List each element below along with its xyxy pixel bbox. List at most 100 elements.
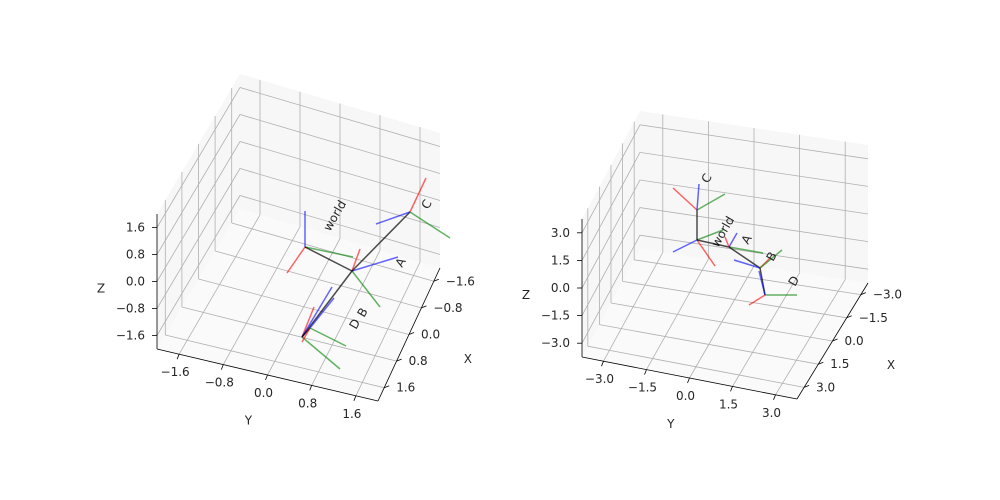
grid-line xyxy=(581,207,869,316)
chart-1: −1.6 −0.8 0.0 0.8 1.6 −1.6 −0.8 0.0 0.8 1.6 −1.6 −0… xyxy=(97,74,475,427)
grid-line xyxy=(610,302,833,342)
grid-line xyxy=(581,234,869,344)
frame-A: A xyxy=(304,246,409,308)
z-axis-label: Z xyxy=(522,288,530,302)
y-tick-label: 0.0 xyxy=(676,389,695,403)
frame-link-line xyxy=(696,239,730,248)
z-tick-label: −3.0 xyxy=(541,336,570,350)
z-tick-label: 0.0 xyxy=(126,275,145,289)
frame-y-axis xyxy=(728,246,764,254)
frame-link-line xyxy=(351,211,411,272)
frame-y-axis xyxy=(309,327,347,347)
y-tick-label: −1.6 xyxy=(161,365,190,379)
y-axis-label: Y xyxy=(244,413,253,427)
x-tick-label: −0.8 xyxy=(433,301,462,315)
y-tick xyxy=(220,364,224,370)
frame-x-axis xyxy=(672,187,698,211)
frame-z-axis xyxy=(375,211,411,225)
x-tick xyxy=(818,361,824,365)
grid-line xyxy=(198,278,410,335)
frame-link-line xyxy=(304,246,353,272)
grid-line xyxy=(181,306,397,362)
y-tick-label: 0.8 xyxy=(298,396,317,410)
frame-x-axis xyxy=(409,177,427,213)
grid-line xyxy=(156,195,441,336)
y-tick xyxy=(601,361,604,367)
x-tick xyxy=(433,278,439,282)
grid-line xyxy=(156,141,441,282)
frame-C: C xyxy=(351,177,451,272)
y-tick-label: 1.6 xyxy=(342,407,361,421)
frame-y-axis xyxy=(304,246,354,258)
z-tick-label: 1.5 xyxy=(551,253,570,267)
x-tick-label: 0.0 xyxy=(421,328,440,342)
frame-z-axis xyxy=(672,239,698,253)
z-axis-label: Z xyxy=(97,281,105,295)
frame-z-axis xyxy=(351,256,399,272)
frame-y-axis xyxy=(351,270,381,308)
frame-z-axis xyxy=(728,232,738,248)
y-tick-label: 1.5 xyxy=(719,397,738,411)
frame-link-line xyxy=(301,270,353,338)
frame-y-axis xyxy=(696,229,724,241)
frame-x-axis xyxy=(724,236,730,248)
y-tick xyxy=(773,394,776,400)
grid-line xyxy=(581,179,869,289)
frame-x-axis xyxy=(301,327,311,343)
x-tick-label: 3.0 xyxy=(816,380,835,394)
frame-B: B xyxy=(728,246,783,269)
grid-line xyxy=(165,334,385,389)
y-tick-label: −3.0 xyxy=(585,372,614,386)
frame-x-axis xyxy=(301,306,315,338)
frame-z-axis xyxy=(309,297,335,329)
z-tick-label: 0.0 xyxy=(551,281,570,295)
z-tick-label: −1.6 xyxy=(116,329,145,343)
x-tick-label: −1.5 xyxy=(859,311,888,325)
frame-x-axis xyxy=(748,294,766,306)
y-tick xyxy=(309,385,313,391)
grid-line xyxy=(156,87,441,228)
frame-z-axis xyxy=(758,270,766,296)
grid-line xyxy=(634,259,861,295)
x-axis-label: X xyxy=(887,358,895,372)
x-tick-label: 1.5 xyxy=(830,357,849,371)
x-tick-label: 0.8 xyxy=(409,354,428,368)
x-tick xyxy=(384,385,390,389)
z-tick-label: −1.5 xyxy=(541,309,570,323)
x-tick xyxy=(803,385,810,388)
y-tick-label: −1.5 xyxy=(628,381,657,395)
x-tick-label: 0.0 xyxy=(845,334,864,348)
y-tick xyxy=(353,395,357,401)
frame-x-axis xyxy=(696,239,716,267)
x-tick-label: −3.0 xyxy=(873,288,902,302)
frame-y-axis xyxy=(696,193,726,211)
x-tick xyxy=(846,315,852,319)
y-tick-label: 0.0 xyxy=(254,386,273,400)
y-tick xyxy=(176,354,180,360)
frame-y-axis xyxy=(301,336,341,370)
frame-y-axis xyxy=(759,249,783,269)
y-axis-label: Y xyxy=(666,417,675,431)
frame-y-axis xyxy=(409,211,451,239)
y-tick xyxy=(644,369,647,375)
frame-link-line xyxy=(728,246,761,269)
y-tick-label: −0.8 xyxy=(205,376,234,390)
x-tick xyxy=(860,292,867,295)
grid-line xyxy=(156,168,441,309)
x-axis-label: X xyxy=(464,352,472,366)
z-tick-label: 1.6 xyxy=(126,221,145,235)
frame-z-axis xyxy=(696,183,700,211)
grid-line xyxy=(599,324,819,365)
grid-line xyxy=(587,345,805,388)
frame-D: D xyxy=(301,270,363,370)
z-tick-label: −0.8 xyxy=(116,302,145,316)
y-tick-label: 3.0 xyxy=(762,406,781,420)
z-tick-label: 3.0 xyxy=(551,226,570,240)
frame-z-axis xyxy=(301,286,333,338)
grid-line xyxy=(214,250,422,309)
grid-line xyxy=(156,114,441,255)
x-tick xyxy=(408,332,415,335)
grid-line xyxy=(581,151,869,261)
y-tick xyxy=(730,386,733,392)
y-tick xyxy=(687,377,690,384)
